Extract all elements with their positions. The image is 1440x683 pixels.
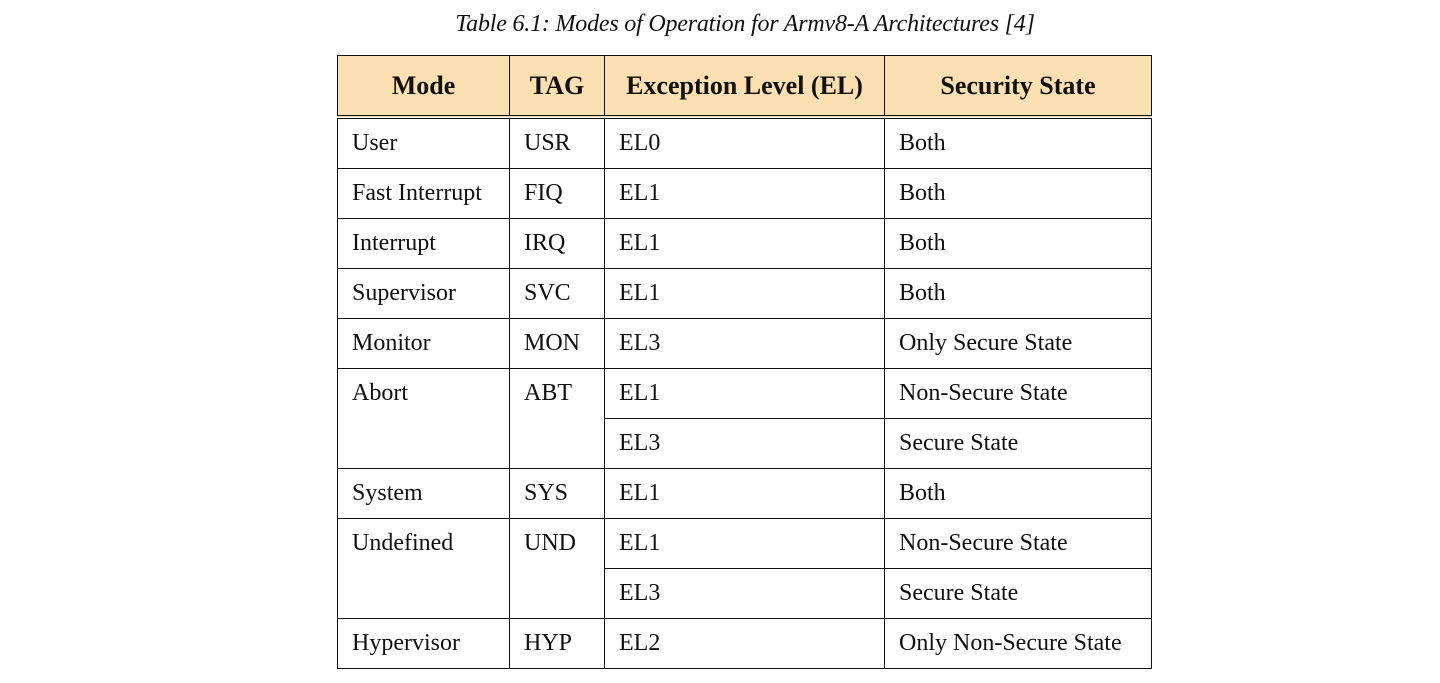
cell-mode: Fast Interrupt [337, 168, 510, 219]
cell-tag: UND [509, 518, 605, 619]
cell-security-state: Only Non-Secure State [884, 618, 1152, 669]
table-row: Abort ABT EL1 Non-Secure State [337, 368, 1152, 469]
cell-tag: IRQ [509, 218, 605, 269]
cell-exception-level: EL3 [604, 318, 885, 369]
table-row: Interrupt IRQ EL1 Both [337, 218, 1152, 269]
cell-exception-level: EL1 [604, 468, 885, 519]
table-row: Undefined UND EL1 Non-Secure State [337, 518, 1152, 619]
header-mode: Mode [337, 55, 510, 119]
cell-tag: SVC [509, 268, 605, 319]
cell-tag: HYP [509, 618, 605, 669]
cell-tag: ABT [509, 368, 605, 469]
cell-exception-level: EL3 [604, 568, 885, 619]
cell-exception-level: EL3 [604, 418, 885, 469]
cell-security-state: Secure State [884, 568, 1152, 619]
cell-exception-level: EL2 [604, 618, 885, 669]
cell-security-state: Both [884, 268, 1152, 319]
cell-security-state: Non-Secure State [884, 368, 1152, 419]
table-row: Monitor MON EL3 Only Secure State [337, 318, 1152, 369]
cell-tag: SYS [509, 468, 605, 519]
table-caption: Table 6.1: Modes of Operation for Armv8-… [455, 11, 1035, 37]
table-row: User USR EL0 Both [337, 116, 1152, 169]
table-row: EL3 Secure State [338, 418, 1152, 469]
cell-exception-level: EL1 [604, 518, 885, 569]
cell-security-state: Both [884, 468, 1152, 519]
cell-mode: Supervisor [337, 268, 510, 319]
table-row: Fast Interrupt FIQ EL1 Both [337, 168, 1152, 219]
cell-mode: System [337, 468, 510, 519]
cell-security-state: Only Secure State [884, 318, 1152, 369]
cell-exception-level: EL1 [604, 268, 885, 319]
header-security-state: Security State [884, 55, 1152, 119]
cell-security-state: Both [884, 116, 1152, 169]
table-header-row: Mode TAG Exception Level (EL) Security S… [337, 55, 1152, 119]
table-row: Supervisor SVC EL1 Both [337, 268, 1152, 319]
cell-mode: Undefined [337, 518, 510, 619]
cell-exception-level: EL1 [604, 218, 885, 269]
cell-mode: Monitor [337, 318, 510, 369]
cell-security-state: Both [884, 168, 1152, 219]
table-row: Hypervisor HYP EL2 Only Non-Secure State [337, 618, 1152, 669]
cell-mode: Abort [337, 368, 510, 469]
cell-tag: MON [509, 318, 605, 369]
cell-mode: User [337, 116, 510, 169]
cell-tag: FIQ [509, 168, 605, 219]
cell-mode: Interrupt [337, 218, 510, 269]
modes-table: Mode TAG Exception Level (EL) Security S… [337, 55, 1152, 669]
header-tag: TAG [509, 55, 605, 119]
cell-security-state: Non-Secure State [884, 518, 1152, 569]
cell-security-state: Both [884, 218, 1152, 269]
cell-security-state: Secure State [884, 418, 1152, 469]
cell-mode: Hypervisor [337, 618, 510, 669]
cell-tag: USR [509, 116, 605, 169]
header-exception-level: Exception Level (EL) [604, 55, 885, 119]
cell-exception-level: EL1 [604, 168, 885, 219]
cell-exception-level: EL0 [604, 116, 885, 169]
table-row: System SYS EL1 Both [337, 468, 1152, 519]
cell-exception-level: EL1 [604, 368, 885, 419]
